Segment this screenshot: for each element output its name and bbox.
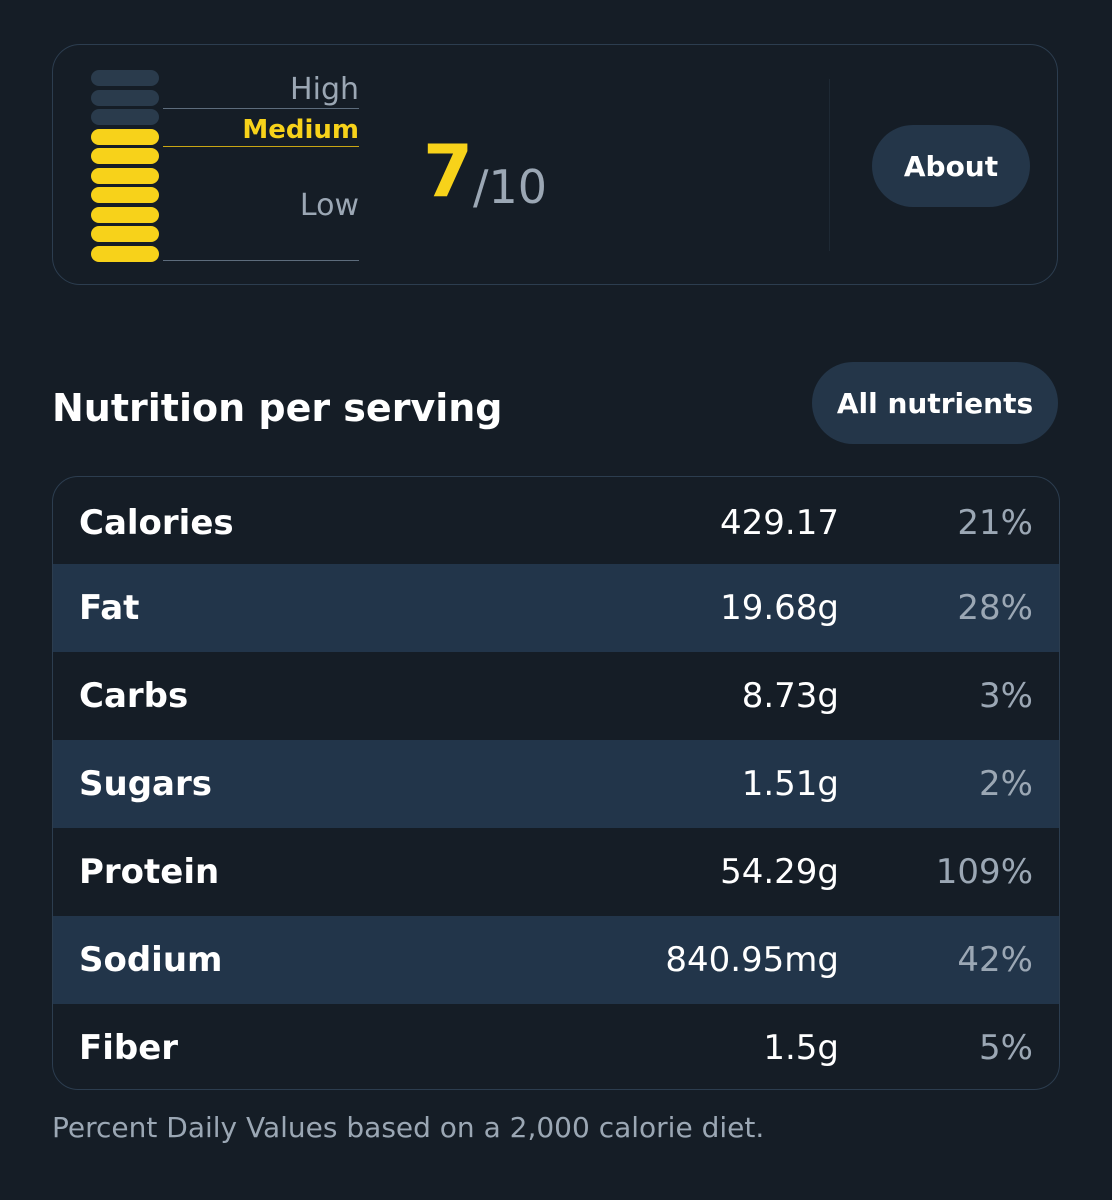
level-divider-active [163, 146, 359, 147]
meter-segment [91, 70, 159, 86]
score-max: /10 [473, 160, 548, 214]
nutrient-amount: 429.17 [720, 503, 839, 543]
nutrient-amount: 54.29g [720, 852, 839, 892]
meter-segment [91, 89, 159, 106]
table-row: Sugars 1.51g 2% [53, 740, 1059, 828]
level-divider [163, 260, 359, 261]
nutrient-percent: 2% [979, 764, 1033, 804]
level-divider [163, 108, 359, 109]
nutrient-name: Calories [79, 503, 234, 543]
nutrient-amount: 8.73g [741, 676, 839, 716]
meter-segment [91, 109, 159, 125]
nutrient-percent: 42% [957, 940, 1033, 980]
table-row: Protein 54.29g 109% [53, 828, 1059, 916]
table-row: Carbs 8.73g 3% [53, 652, 1059, 740]
nutrient-amount: 840.95mg [665, 940, 839, 980]
nutrient-amount: 19.68g [720, 588, 839, 628]
score-meter [91, 70, 159, 265]
table-row: Fiber 1.5g 5% [53, 1004, 1059, 1089]
table-row: Calories 429.17 21% [53, 477, 1059, 564]
meter-segment [91, 245, 159, 262]
meter-segment [91, 206, 159, 223]
meter-segment [91, 128, 159, 145]
nutrient-percent: 28% [957, 588, 1033, 628]
nutrient-name: Sugars [79, 764, 212, 804]
table-row: Fat 19.68g 28% [53, 564, 1059, 652]
nutrition-table: Calories 429.17 21% Fat 19.68g 28% Carbs… [52, 476, 1060, 1090]
meter-segment [91, 187, 159, 203]
level-medium-label: Medium [242, 115, 359, 145]
score-card: High Medium Low 7 /10 About [52, 44, 1058, 285]
nutrient-percent: 109% [935, 852, 1033, 892]
meter-segment [91, 148, 159, 164]
all-nutrients-button[interactable]: All nutrients [812, 362, 1058, 444]
score-value: 7 [423, 129, 474, 213]
table-row: Sodium 840.95mg 42% [53, 916, 1059, 1004]
nutrient-amount: 1.5g [763, 1028, 839, 1068]
nutrient-name: Sodium [79, 940, 223, 980]
nutrition-title: Nutrition per serving [52, 386, 503, 430]
meter-segment [91, 167, 159, 184]
card-divider [829, 79, 830, 251]
nutrient-percent: 3% [979, 676, 1033, 716]
nutrient-name: Carbs [79, 676, 189, 716]
nutrient-name: Protein [79, 852, 220, 892]
nutrient-name: Fiber [79, 1028, 179, 1068]
nutrient-percent: 21% [957, 503, 1033, 543]
about-button[interactable]: About [872, 125, 1030, 207]
nutrient-amount: 1.51g [741, 764, 839, 804]
nutrient-name: Fat [79, 588, 140, 628]
nutrient-percent: 5% [979, 1028, 1033, 1068]
daily-values-footnote: Percent Daily Values based on a 2,000 ca… [52, 1111, 765, 1144]
level-low-label: Low [299, 188, 359, 223]
level-high-label: High [290, 72, 359, 107]
meter-segment [91, 226, 159, 242]
